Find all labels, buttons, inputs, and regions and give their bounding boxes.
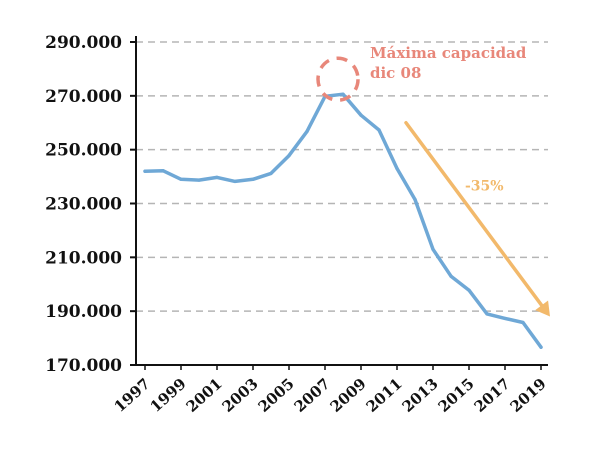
decline-percent-label: -35% [465,179,504,195]
grid-lines [136,41,548,312]
y-tick-label: 250.000 [45,141,122,161]
data-point [485,312,489,316]
x-tick-label: 2017 [471,375,514,416]
data-points [143,92,543,349]
x-tick-label: 2005 [255,375,298,416]
data-point [233,179,237,184]
series-line [143,92,543,349]
data-point [269,171,273,175]
data-point [197,178,201,182]
y-tick-label: 190.000 [45,302,122,322]
data-point [413,197,417,202]
y-tick-label: 170.000 [45,356,122,376]
data-point [143,169,147,173]
data-point [161,169,165,173]
decline-arrow [404,121,544,308]
x-tick-label: 1997 [111,375,154,416]
x-tick-labels: 1997199920012003200520072009201120132015… [111,365,550,416]
data-point [359,113,363,117]
data-point [377,128,381,132]
x-tick-label: 2001 [183,375,226,416]
data-point [251,177,255,181]
axes [135,36,548,366]
y-tick-label: 290.000 [45,33,122,53]
peak-annotation-date: dic 08 [370,64,421,82]
data-point [395,166,399,171]
data-point [305,129,309,133]
peak-annotation-title: Máxima capacidad [370,44,527,62]
data-point [449,274,453,278]
data-point [521,320,525,325]
data-point [503,316,507,321]
x-tick-label: 2019 [507,375,550,416]
y-tick-labels: 290.000 270.000 250.000 230.000 210.000 190.0… [45,33,136,376]
data-point [287,153,291,158]
peak-marker-circle [316,56,360,102]
x-tick-label: 2009 [327,375,370,416]
x-tick-label: 2013 [399,375,442,416]
x-tick-label: 2015 [435,375,478,416]
data-point [215,175,219,179]
data-point [341,92,345,96]
data-point [467,288,471,292]
data-point [431,247,435,251]
data-point [179,177,183,181]
x-tick-label: 2007 [291,375,334,416]
y-tick-label: 210.000 [45,248,122,268]
y-tick-label: 230.000 [45,195,122,215]
x-tick-label: 1999 [147,375,190,416]
decline-arrowhead [535,300,550,317]
x-tick-label: 2003 [219,375,262,416]
x-tick-label: 2011 [363,375,406,416]
data-point [539,345,543,349]
y-tick-label: 270.000 [45,87,122,107]
